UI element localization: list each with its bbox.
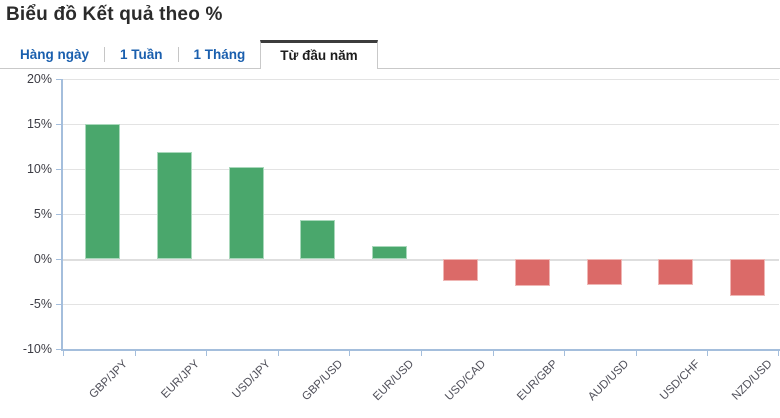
- x-axis-tick: [206, 351, 208, 356]
- x-axis-category-label-text: USD/JPY: [230, 358, 274, 401]
- y-axis-tick-label: -10%: [22, 342, 52, 356]
- period-tabs: Hàng ngày 1 Tuần 1 Tháng Từ đầu năm: [0, 40, 780, 69]
- x-axis-category-label-text: GBP/USD: [299, 358, 346, 404]
- x-axis-tick: [63, 351, 64, 356]
- x-axis-tick: [349, 351, 351, 356]
- tab-separator: [104, 47, 106, 62]
- bar-nzd-usd: [729, 259, 765, 296]
- tab-daily[interactable]: Hàng ngày: [20, 47, 90, 62]
- bar-chart: 20% 15% 10% 5% 0% -5% -10% GBP/JPY EUR/JPY USD/J…: [0, 69, 780, 418]
- bar-eur-usd: [371, 246, 407, 259]
- x-axis-tick: [564, 351, 566, 356]
- x-axis-category-label-text: EUR/USD: [371, 358, 417, 404]
- x-axis-category-label-text: NZD/USD: [730, 358, 775, 403]
- page-title: Biểu đồ Kết quả theo %: [6, 4, 223, 25]
- bar-eur-jpy: [156, 151, 192, 259]
- plot-area: GBP/JPY EUR/JPY USD/JPY GBP/USD EUR/USD USD/C…: [61, 79, 780, 403]
- x-axis-category-label-text: EUR/GBP: [514, 358, 560, 404]
- y-axis-tick-label: 10%: [26, 162, 52, 176]
- y-axis-tick: [56, 124, 61, 125]
- bar-gbp-jpy: [85, 124, 121, 259]
- x-axis-category-label-text: USD/CHF: [658, 358, 704, 403]
- tab-ytd[interactable]: Từ đầu năm: [260, 40, 378, 69]
- bar-eur-gbp: [514, 259, 550, 286]
- x-axis-category-label-text: GBP/JPY: [87, 358, 131, 401]
- y-axis-tick: [56, 304, 61, 305]
- gridline: [63, 79, 779, 80]
- y-axis-tick-label: 15%: [26, 117, 52, 131]
- y-axis-tick-label: 20%: [26, 72, 52, 86]
- x-axis-tick: [707, 351, 709, 356]
- x-axis-tick: [492, 351, 494, 356]
- x-axis-tick: [778, 351, 779, 356]
- y-axis-tick: [56, 79, 61, 80]
- gridline: [63, 124, 779, 125]
- y-axis-tick-label: 5%: [33, 207, 52, 221]
- y-axis-tick: [56, 214, 61, 215]
- gridline: [63, 214, 779, 215]
- bar-aud-usd: [586, 259, 622, 286]
- x-axis-tick: [277, 351, 279, 356]
- x-axis-category-label-text: EUR/JPY: [159, 358, 202, 401]
- tab-separator: [177, 47, 179, 62]
- y-axis-tick-label: 0%: [33, 252, 52, 266]
- bar-usd-chf: [658, 259, 694, 286]
- y-axis-tick-label: -5%: [29, 297, 52, 311]
- x-axis-tick: [635, 351, 637, 356]
- bar-gbp-usd: [300, 220, 336, 259]
- y-axis-line: [61, 79, 63, 351]
- x-axis-tick: [134, 351, 136, 356]
- x-axis-line: [61, 349, 780, 351]
- x-axis-category-label-text: AUD/USD: [586, 358, 632, 404]
- zero-gridline: [63, 259, 779, 261]
- x-axis-category-label-text: USD/CAD: [443, 358, 489, 404]
- tab-1-week[interactable]: 1 Tuần: [120, 47, 163, 62]
- gridline: [63, 169, 779, 170]
- gridline: [63, 304, 779, 305]
- bar-usd-cad: [443, 259, 479, 281]
- y-axis-tick: [56, 259, 61, 260]
- tab-1-month[interactable]: 1 Tháng: [193, 47, 246, 62]
- y-axis-tick: [56, 169, 61, 170]
- y-axis-tick: [56, 349, 61, 350]
- x-axis-tick: [421, 351, 422, 356]
- bar-usd-jpy: [228, 167, 264, 259]
